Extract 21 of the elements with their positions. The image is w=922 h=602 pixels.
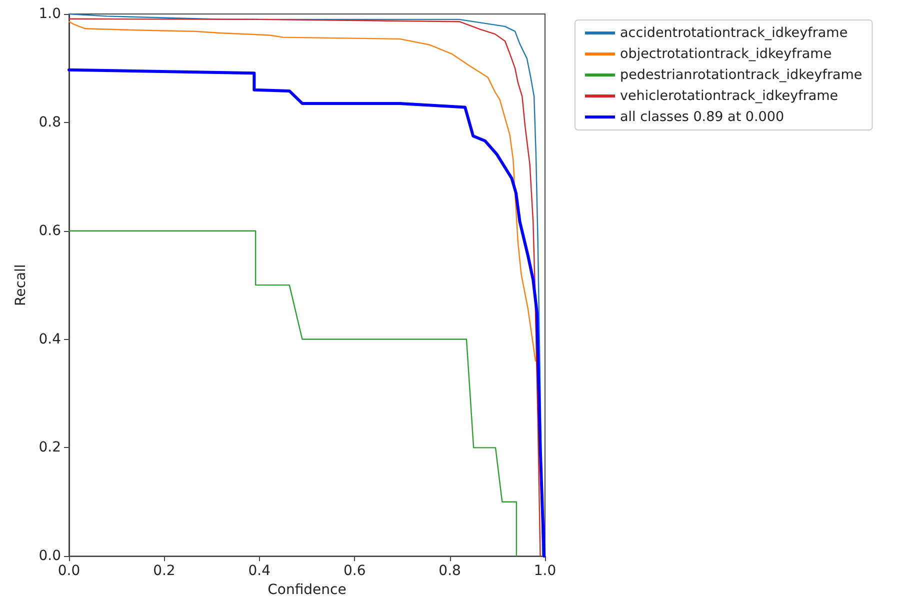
y-tick-label: 1.0 [38, 6, 61, 22]
y-tick-label: 0.4 [38, 331, 62, 348]
y-axis-title: Recall [12, 264, 29, 306]
legend-label: vehiclerotationtrack_idkeyframe [620, 88, 838, 104]
y-tick-label: 0.8 [38, 114, 61, 130]
x-tick-label: 1.0 [534, 563, 556, 580]
x-axis-title: Confidence [268, 582, 346, 598]
legend-label: all classes 0.89 at 0.000 [620, 109, 784, 125]
y-tick-label: 0.0 [38, 548, 61, 564]
line-series [68, 20, 536, 362]
x-tick-label: 0.0 [58, 563, 80, 580]
y-tick-label: 0.2 [38, 440, 61, 456]
legend-label: pedestrianrotationtrack_idkeyframe [620, 67, 862, 83]
legend-label: accidentrotationtrack_idkeyframe [620, 25, 848, 41]
line-series [68, 230, 518, 557]
x-tick-label: 0.2 [153, 563, 176, 580]
x-tick-label: 0.8 [438, 563, 461, 580]
y-tick-label: 0.6 [38, 222, 62, 239]
legend-label: objectrotationtrack_idkeyframe [620, 46, 832, 62]
x-tick-label: 0.6 [343, 563, 366, 580]
x-tick-label: 0.4 [248, 563, 271, 580]
